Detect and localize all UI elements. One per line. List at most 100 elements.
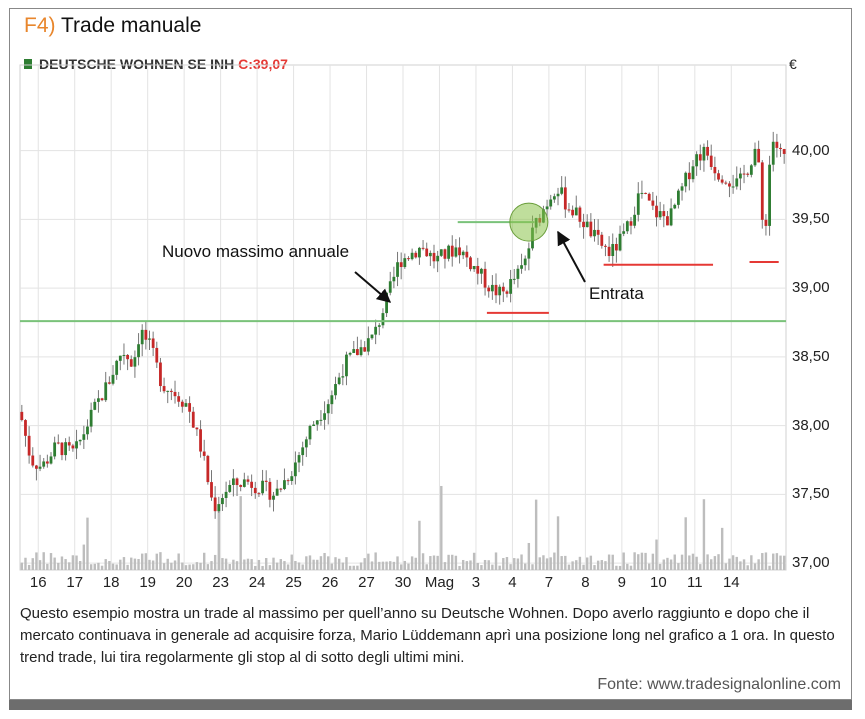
candle-down <box>505 291 509 294</box>
volume-bar <box>261 565 264 570</box>
volume-bar <box>782 555 786 570</box>
volume-bar <box>483 559 487 570</box>
volume-bar <box>761 553 764 570</box>
candle-down <box>709 155 713 167</box>
figure-frame <box>9 8 852 700</box>
candle-up <box>436 255 440 262</box>
candle-up <box>38 466 42 469</box>
candle-down <box>578 207 582 222</box>
volume-bar <box>46 563 49 570</box>
volume-bar <box>637 554 640 570</box>
candle-down <box>279 488 283 490</box>
candle-up <box>221 497 224 505</box>
x-tick-label: 10 <box>649 574 667 591</box>
volume-bar <box>626 563 629 570</box>
candle-down <box>450 245 454 257</box>
candle-down <box>443 249 447 259</box>
candle-up <box>695 154 699 167</box>
candle-up <box>428 252 432 257</box>
candle-up <box>509 279 513 294</box>
candle-up <box>115 360 119 375</box>
candle-up <box>326 404 330 414</box>
volume-bar <box>31 558 34 570</box>
volume-bar <box>688 555 691 570</box>
volume-bar <box>389 561 392 570</box>
volume-bar <box>680 554 684 570</box>
volume-bar <box>622 552 625 570</box>
candle-up <box>64 442 67 456</box>
volume-bar <box>640 552 644 570</box>
candle-down <box>151 338 155 348</box>
candle-up <box>261 480 264 494</box>
candle-down <box>600 234 604 246</box>
candle-up <box>552 196 556 200</box>
candle-down <box>717 173 720 180</box>
candle-down <box>206 455 210 483</box>
candle-down <box>286 480 290 482</box>
volume-bar <box>93 563 96 570</box>
candle-up <box>49 456 53 464</box>
candle-down <box>162 386 166 392</box>
candle-down <box>100 398 104 401</box>
candle-down <box>239 485 243 487</box>
volume-bar <box>155 553 158 570</box>
volume-bar <box>571 561 574 570</box>
candle-up <box>673 204 677 209</box>
volume-bar <box>604 561 607 570</box>
volume-bar <box>746 565 749 570</box>
volume-bar <box>666 557 669 570</box>
arrow-new-high <box>354 271 392 303</box>
volume-bar <box>487 560 490 570</box>
candle-up <box>640 192 644 194</box>
volume-bar <box>593 565 596 570</box>
volume-bar <box>534 499 538 570</box>
volume-bar <box>370 561 374 570</box>
candle-up <box>312 424 316 426</box>
candle-up <box>684 172 688 187</box>
candle-down <box>567 209 571 211</box>
candle-down <box>469 257 472 270</box>
candle-up <box>184 403 188 407</box>
figure-source: Fonte: www.tradesignalonline.com <box>597 676 841 693</box>
x-tick-label: 7 <box>544 574 554 591</box>
candle-up <box>574 207 578 216</box>
volume-bar <box>491 564 494 570</box>
candle-up <box>97 398 100 402</box>
volume-bar <box>235 561 239 570</box>
volume-bar <box>272 557 275 570</box>
volume-bar <box>699 564 702 570</box>
y-tick-label: 39,50 <box>792 210 830 228</box>
y-tick-label: 37,50 <box>792 485 830 503</box>
candle-down <box>253 487 257 494</box>
legend-instrument: DEUTSCHE WOHNEN SE INH <box>39 56 235 72</box>
volume-bar <box>429 556 432 570</box>
candle-up <box>680 186 684 191</box>
volume-bar <box>710 559 713 570</box>
volume-bar <box>410 556 414 570</box>
volume-bar <box>629 565 633 570</box>
reference-lines <box>20 202 786 323</box>
volume-bar <box>352 565 355 570</box>
candle-up <box>739 173 742 179</box>
candle-up <box>290 476 294 482</box>
candle-up <box>359 347 363 356</box>
volume-bar <box>275 562 279 570</box>
candle-down <box>764 219 768 226</box>
volume-bar <box>57 562 60 570</box>
candle-up <box>633 214 637 226</box>
x-tick-label: 4 <box>508 574 517 591</box>
candle-up <box>86 426 89 435</box>
candle-up <box>498 286 502 296</box>
volume-bar <box>115 564 118 570</box>
candle-up <box>388 281 392 293</box>
candle-down <box>126 354 130 360</box>
candle-down <box>421 247 425 249</box>
annotation-arrows <box>354 230 586 303</box>
volume-bar <box>104 559 107 570</box>
candle-down <box>180 401 184 407</box>
x-tick-label: 24 <box>248 574 266 591</box>
volume-bar <box>367 553 370 570</box>
volume-bar <box>655 539 658 570</box>
volume-bar <box>658 563 662 570</box>
candle-up <box>377 325 381 327</box>
